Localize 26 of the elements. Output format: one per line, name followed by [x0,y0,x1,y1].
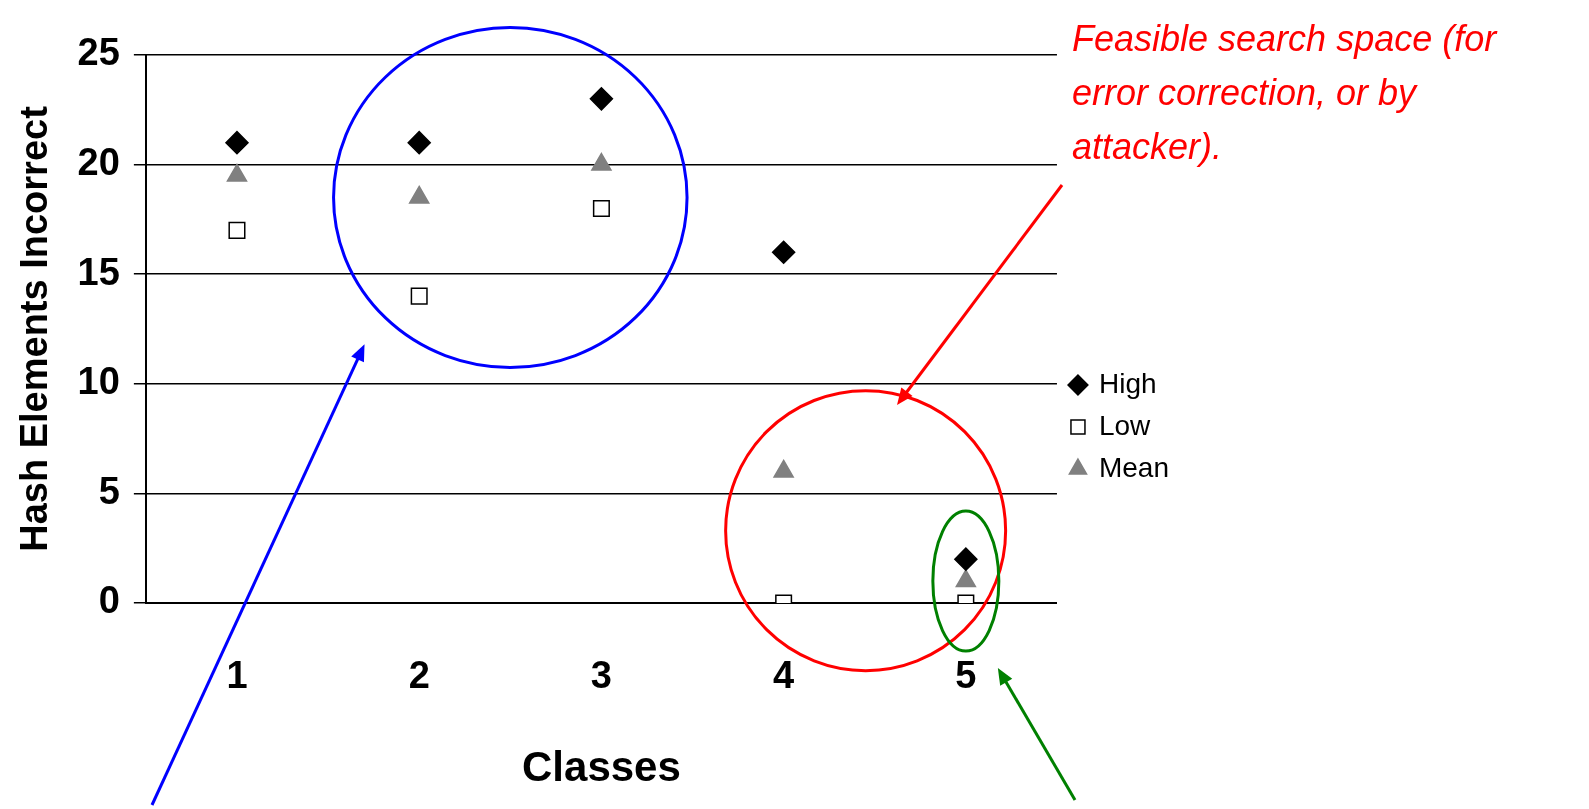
x-tick-label: 4 [773,654,795,697]
point [773,459,794,478]
y-tick-label: 25 [77,31,120,74]
x-tick-label: 3 [590,654,612,697]
x-tick-label: 1 [226,654,248,697]
point [955,569,977,588]
point [771,240,796,265]
text: Feasible search space (for error correction, or by attacker). [1072,17,1499,169]
y-tick-label: 5 [98,469,120,512]
x-axis-title: Classes [522,743,681,791]
y-tick-label: 0 [98,579,120,622]
legend-label: Low [1098,409,1152,441]
point [589,87,614,111]
point [592,199,610,217]
legend-label: Mean [1098,451,1170,483]
y-tick-label: 15 [77,250,120,293]
point [228,221,246,239]
x-tick-label: 5 [955,654,977,697]
point [225,130,249,155]
legend-label: High [1098,367,1157,399]
y-axis-title: Hash Elements Incorrect [13,105,56,552]
y-tick-label: 20 [77,141,120,184]
point [410,287,428,305]
point [407,130,431,155]
x-tick-label: 2 [408,654,430,697]
y-tick-label: 10 [77,360,120,403]
